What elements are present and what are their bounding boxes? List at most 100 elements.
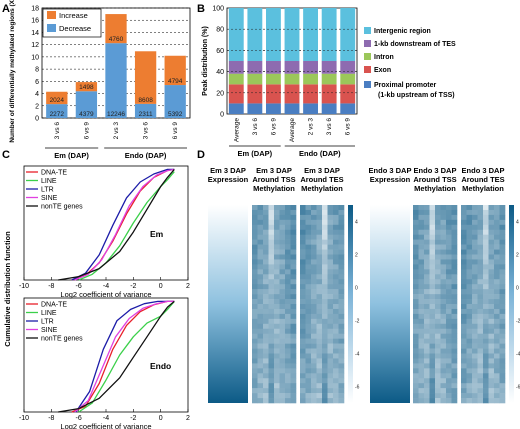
heatmap-cell	[451, 378, 458, 384]
heatmap-cell	[285, 224, 291, 231]
heatmap-cell	[316, 338, 323, 344]
heatmap-cell	[316, 224, 323, 231]
heatmap-cell	[429, 209, 436, 216]
heatmap-cell	[466, 383, 473, 389]
heatmap-cell	[316, 398, 323, 404]
heatmap-cell	[285, 363, 291, 369]
heatmap-cell	[440, 294, 447, 300]
heatmap-cell	[290, 284, 297, 290]
heatmap-cell	[285, 333, 291, 339]
heatmap-cell	[333, 363, 339, 369]
heatmap-cell	[461, 244, 467, 250]
heatmap-cell	[429, 313, 436, 320]
heatmap-cell	[316, 393, 323, 399]
heatmap-cell	[322, 264, 328, 270]
heatmap-cell	[429, 378, 436, 384]
heatmap-cell	[305, 214, 312, 221]
heatmap-cell	[338, 214, 345, 221]
heatmap-cell	[333, 274, 339, 280]
heatmap-cell	[483, 348, 489, 354]
heatmap-cell	[263, 353, 269, 359]
heatmap-cell	[279, 378, 286, 384]
heatmap-cell	[429, 269, 436, 275]
heatmap-cell	[300, 299, 306, 305]
heatmap-cell	[279, 249, 286, 255]
heatmap-cell	[477, 259, 484, 265]
heatmap-cell	[494, 205, 500, 211]
heatmap-cell	[322, 304, 328, 310]
heatmap-cell	[263, 299, 269, 305]
heatmap-cell	[252, 348, 258, 354]
heatmap-cell	[472, 249, 478, 255]
x-tick-label: -2	[130, 415, 136, 422]
stack-segment	[340, 73, 356, 85]
heatmap-cell	[466, 264, 473, 270]
heatmap-cell	[279, 289, 286, 295]
heatmap-cell	[311, 343, 317, 349]
heatmap-cell	[440, 373, 447, 379]
heatmap-cell	[466, 313, 473, 320]
heatmap-cell	[413, 264, 419, 270]
heatmap-cell	[477, 264, 484, 270]
heatmap-cell	[424, 294, 430, 300]
heatmap-cell	[494, 299, 500, 305]
heatmap-cell	[413, 234, 419, 240]
heatmap-cell	[477, 388, 484, 394]
heatmap-cell	[305, 338, 312, 344]
heatmap-cell	[418, 318, 425, 325]
bar-increase	[75, 82, 98, 92]
heatmap-cell	[413, 244, 419, 250]
heatmap-cell	[499, 244, 506, 250]
heatmap-cell	[499, 279, 506, 285]
heatmap-cell	[413, 343, 419, 349]
heatmap-cell	[338, 383, 345, 389]
heatmap-cell	[327, 234, 334, 240]
heatmap-title: Around TES	[461, 175, 504, 184]
heatmap-cell	[435, 284, 441, 290]
heatmap-cell	[268, 353, 275, 359]
heatmap-cell	[263, 269, 269, 275]
heatmap-cell	[285, 284, 291, 290]
heatmap-cell	[477, 209, 484, 216]
x-tick-label: 6 vs 9	[172, 122, 179, 140]
heatmap-cell	[494, 353, 500, 359]
heatmap-cell	[494, 323, 500, 330]
legend-label: nonTE genes	[41, 204, 83, 211]
heatmap-cell	[488, 234, 495, 240]
chart-a: 0 2 4 6 8 10 12 14 16 18 Number of differentially …	[9, 0, 191, 160]
heatmap-cell	[483, 378, 489, 384]
heatmap-cell	[252, 378, 258, 384]
stack-segment	[228, 61, 244, 74]
heatmap-cell	[338, 323, 345, 330]
heatmap-cell	[494, 378, 500, 384]
heatmap-cell	[494, 328, 500, 334]
heatmap-cell	[263, 358, 269, 364]
stack-segment	[321, 61, 337, 74]
heatmap-cell	[418, 274, 425, 280]
legend-swatch	[47, 11, 56, 19]
heatmap-cell	[483, 333, 489, 339]
heatmap-cell	[494, 274, 500, 280]
heatmap-cell	[316, 378, 323, 384]
heatmap-cell	[429, 259, 436, 265]
heatmap-cell	[499, 323, 506, 330]
heatmap-cell	[472, 378, 478, 384]
heatmap-cell	[440, 358, 447, 364]
heatmap-cell	[263, 244, 269, 250]
heatmap-cell	[424, 368, 430, 374]
heatmap-cell	[316, 274, 323, 280]
heatmap-cell	[418, 308, 425, 315]
stack-segment	[247, 84, 263, 104]
x-tick-label: -6	[76, 415, 82, 422]
heatmap-cell	[483, 353, 489, 359]
heatmap-cell	[466, 244, 473, 250]
heatmap-cell	[300, 304, 306, 310]
heatmap-cell	[285, 373, 291, 379]
heatmap-cell	[440, 368, 447, 374]
heatmap-cell	[327, 383, 334, 389]
stack-segment	[321, 84, 337, 104]
heatmap-cell	[413, 378, 419, 384]
heatmap-cell	[322, 214, 328, 221]
stack-segment	[228, 8, 244, 61]
heatmap-cell	[257, 254, 264, 260]
